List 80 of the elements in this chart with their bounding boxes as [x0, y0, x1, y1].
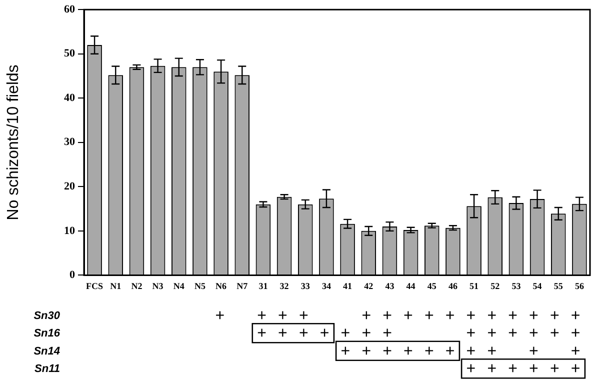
y-tick-label: 40	[64, 92, 76, 104]
text: +	[466, 342, 476, 360]
text: +	[257, 307, 266, 324]
x-tick-label: N7	[236, 280, 248, 291]
text: +	[529, 342, 538, 360]
text: +	[382, 307, 392, 324]
text: +	[487, 360, 497, 378]
y-tick-label: 30	[64, 136, 76, 148]
text: +	[320, 325, 330, 342]
text: +	[529, 360, 538, 378]
y-tick-label: 60	[64, 3, 76, 16]
x-tick-label: 33	[300, 280, 310, 291]
text: +	[445, 342, 455, 360]
y-tick-label: 20	[64, 180, 76, 193]
text: +	[362, 325, 372, 342]
x-tick-label: FCS	[86, 280, 104, 291]
x-tick-label: 53	[512, 280, 522, 291]
text: +	[424, 307, 434, 324]
text: +	[466, 325, 476, 342]
text: +	[550, 325, 560, 342]
x-tick-label: 56	[574, 280, 584, 291]
x-tick-label: N4	[173, 280, 185, 291]
text: +	[362, 342, 372, 360]
x-tick-label: N5	[194, 280, 206, 291]
x-tick-label: N1	[110, 280, 122, 291]
x-tick-label: 55	[554, 280, 564, 291]
x-tick-label: 31	[258, 280, 268, 291]
x-tick-label: 54	[532, 280, 542, 291]
text: +	[529, 307, 538, 324]
text: +	[340, 325, 350, 342]
x-tick-label: N2	[131, 280, 143, 291]
x-tick-label: 34	[322, 280, 332, 291]
text: +	[550, 360, 560, 378]
text: +	[570, 360, 580, 378]
text: +	[362, 307, 372, 324]
x-tick-label: N6	[216, 280, 228, 291]
text: +	[278, 325, 288, 342]
text: +	[382, 325, 392, 342]
text: +	[298, 307, 308, 324]
x-tick-label: 46	[448, 280, 458, 291]
y-tick-label: 50	[64, 48, 76, 60]
x-tick-label: 52	[490, 280, 500, 291]
text: +	[466, 307, 476, 324]
text: +	[466, 360, 476, 378]
text: +	[487, 325, 497, 342]
category-label: Sn11	[34, 363, 60, 376]
x-tick-label: 32	[280, 280, 290, 291]
y-tick-label: 0	[70, 269, 76, 282]
y-tick-label: 10	[64, 224, 76, 237]
x-tick-label: 42	[364, 280, 374, 291]
text: +	[508, 307, 518, 324]
x-tick-label: N3	[152, 280, 164, 291]
y-axis-title: No schizonts/10 fields	[5, 64, 22, 220]
text: +	[424, 342, 434, 360]
text: +	[529, 325, 538, 342]
text: +	[382, 342, 392, 360]
text: +	[570, 342, 580, 360]
text: +	[215, 307, 225, 324]
x-tick-label: 51	[470, 280, 480, 291]
text: +	[487, 342, 497, 360]
text: +	[445, 307, 455, 324]
x-tick-label: 43	[385, 280, 395, 291]
text: +	[570, 307, 580, 324]
text: +	[487, 307, 497, 324]
text: +	[508, 325, 518, 342]
category-label: Sn14	[34, 345, 60, 358]
text: +	[298, 325, 308, 342]
text: +	[278, 307, 288, 324]
text: +	[570, 325, 580, 342]
text: +	[404, 307, 413, 324]
text: +	[257, 325, 266, 342]
x-tick-label: 45	[427, 280, 437, 291]
x-tick-label: 41	[343, 280, 353, 291]
text: +	[550, 307, 560, 324]
text: +	[508, 360, 518, 378]
x-tick-label: 44	[406, 280, 416, 291]
text: +	[404, 342, 413, 360]
category-label: Sn16	[34, 328, 60, 340]
text: +	[340, 342, 350, 360]
category-label: Sn30	[34, 310, 60, 322]
